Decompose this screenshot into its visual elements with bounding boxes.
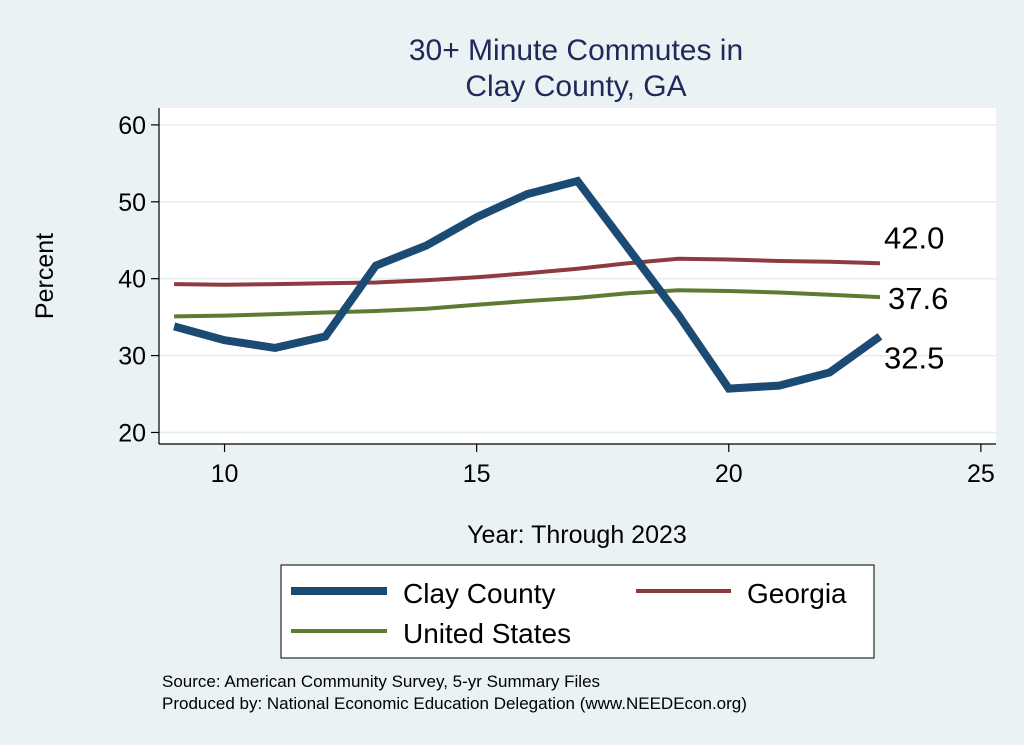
y-axis-title: Percent <box>31 233 59 319</box>
y-tick-label: 40 <box>118 266 146 294</box>
end-label-georgia: 42.0 <box>884 220 944 255</box>
legend-label-united-states: United States <box>403 618 571 649</box>
series-lines <box>173 176 883 393</box>
y-tick-label: 50 <box>118 189 146 217</box>
axes: 20 30 40 50 60 10 15 20 25 <box>118 108 996 488</box>
legend-box <box>280 564 875 659</box>
y-tick-label: 20 <box>118 419 146 447</box>
series-line-united-states <box>174 288 881 319</box>
x-tick-label: 20 <box>715 460 743 488</box>
end-label-clay-county: 32.5 <box>884 340 944 375</box>
x-tick-label: 10 <box>211 460 239 488</box>
x-tick-label: 15 <box>463 460 491 488</box>
series-line-clay-county <box>173 176 883 393</box>
gridlines <box>159 124 996 434</box>
chart-title-line-2: Clay County, GA <box>465 70 686 103</box>
legend-label-georgia: Georgia <box>747 578 847 609</box>
end-labels: 32.5 42.0 37.6 <box>884 220 948 375</box>
legend: Clay County Georgia United States <box>280 564 875 659</box>
legend-label-clay-county: Clay County <box>403 578 556 609</box>
producer-note: Produced by: National Economic Education… <box>162 694 747 713</box>
chart-title-line-1: 30+ Minute Commutes in <box>409 34 743 67</box>
end-label-united-states: 37.6 <box>888 281 948 316</box>
x-tick-label: 25 <box>967 460 995 488</box>
x-axis-title: Year: Through 2023 <box>467 521 687 549</box>
y-tick-label: 60 <box>118 112 146 140</box>
source-note: Source: American Community Survey, 5-yr … <box>162 672 600 691</box>
y-tick-label: 30 <box>118 343 146 371</box>
plot-area <box>159 108 996 444</box>
series-line-georgia <box>174 256 881 287</box>
